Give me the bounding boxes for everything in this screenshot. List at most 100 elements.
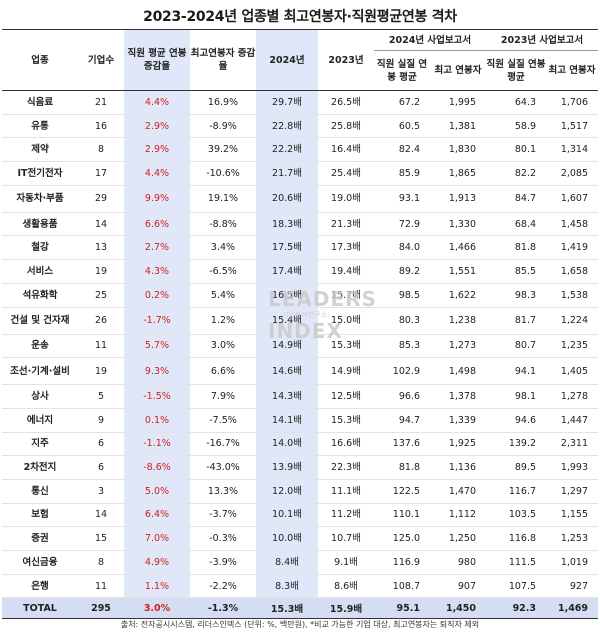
industry-cell: 여신금융: [2, 550, 78, 575]
emp-growth-cell: 6.6%: [124, 212, 190, 237]
companies-cell: 9: [78, 408, 124, 433]
emp-salary-2024-cell: 137.6: [374, 432, 430, 457]
top-salary-2023-cell: 1,538: [546, 283, 599, 308]
industry-cell: 조선·기계·설비: [2, 357, 78, 386]
top-salary-2023-cell: 1,155: [546, 503, 599, 528]
top-salary-2024-cell: 1,273: [430, 334, 487, 359]
total-ratio-2024: 15.3배: [256, 597, 318, 620]
emp-salary-2024-cell: 72.9: [374, 212, 430, 237]
ratio-2023-cell: 16.6배: [318, 432, 374, 457]
ratio-2023-cell: 17.3배: [318, 235, 374, 261]
table-body: 식음료 21 4.4% 16.9% 29.7배 26.5배 67.2 1,995 64.3 1,7…: [2, 90, 599, 599]
top-salary-2024-cell: 1,995: [430, 90, 487, 115]
companies-cell: 25: [78, 283, 124, 308]
ratio-2024-cell: 29.7배: [256, 90, 318, 115]
ratio-2023-cell: 15.0배: [318, 307, 374, 335]
top-salary-2024-cell: 1,136: [430, 455, 487, 480]
top-salary-2024-cell: 1,250: [430, 526, 487, 551]
top-salary-2024-cell: 1,925: [430, 432, 487, 457]
top-salary-2023-cell: 1,706: [546, 90, 599, 115]
ratio-2024-cell: 17.5배: [256, 235, 318, 261]
companies-cell: 17: [78, 161, 124, 186]
companies-cell: 11: [78, 334, 124, 359]
emp-growth-cell: 4.4%: [124, 90, 190, 115]
industry-cell: 생활용품: [2, 212, 78, 237]
source-note: 출처: 전자공시시스템, 리더스인덱스 (단위: %, 백만원), *비교 가능…: [120, 620, 480, 629]
top-growth-cell: -2.2%: [190, 574, 256, 599]
ratio-2024-cell: 22.8배: [256, 114, 318, 139]
ratio-2024-cell: 18.3배: [256, 212, 318, 237]
emp-salary-2024-cell: 93.1: [374, 185, 430, 213]
top-salary-2023-cell: 1,447: [546, 408, 599, 433]
leaders-index-watermark: LEADERS 기업분석연구소 INDEX: [268, 288, 378, 358]
industry-cell: 2차전지: [2, 455, 78, 480]
ratio-2024-cell: 21.7배: [256, 161, 318, 186]
industry-cell: 통신: [2, 479, 78, 504]
industry-cell: 증권: [2, 526, 78, 551]
industry-cell: IT전기전자: [2, 161, 78, 186]
table-row: 석유화학 25 0.2% 5.4% 16.5배 15.7배 98.5 1,622 98.3 1,5…: [2, 283, 599, 308]
top-salary-2023-cell: 1,419: [546, 235, 599, 261]
top-salary-2023-cell: 1,253: [546, 526, 599, 551]
emp-salary-2024-cell: 81.8: [374, 455, 430, 480]
emp-salary-2023-cell: 98.1: [486, 384, 547, 409]
top-growth-cell: -43.0%: [190, 455, 256, 480]
top-salary-2024-cell: 907: [430, 574, 487, 599]
companies-cell: 5: [78, 384, 124, 409]
companies-cell: 15: [78, 526, 124, 551]
companies-cell: 19: [78, 357, 124, 386]
emp-growth-cell: 9.9%: [124, 185, 190, 213]
emp-growth-cell: -8.6%: [124, 455, 190, 480]
header-top-growth: 최고연봉자 증감율: [190, 29, 256, 91]
ratio-2024-cell: 13.9배: [256, 455, 318, 480]
salary-gap-table: 업종 기업수 직원 평균 연봉 증감율 최고연봉자 증감율 2024년 2023…: [2, 29, 599, 620]
emp-salary-2024-cell: 67.2: [374, 90, 430, 115]
top-growth-cell: -3.9%: [190, 550, 256, 575]
header-emp-growth: 직원 평균 연봉 증감율: [124, 29, 190, 91]
ratio-2024-cell: 8.3배: [256, 574, 318, 599]
table-row: 은행 11 1.1% -2.2% 8.3배 8.6배 108.7 907 107.5 927: [2, 574, 599, 599]
emp-salary-2024-cell: 60.5: [374, 114, 430, 139]
industry-cell: 자동차·부품: [2, 185, 78, 213]
header-ratio-2024: 2024년: [256, 29, 318, 91]
ratio-2024-cell: 14.6배: [256, 357, 318, 386]
industry-cell: 에너지: [2, 408, 78, 433]
total-row: TOTAL 295 3.0% -1.3% 15.3배 15.9배 95.1 1,…: [2, 597, 599, 620]
ratio-2023-cell: 25.4배: [318, 161, 374, 186]
top-salary-2023-cell: 2,085: [546, 161, 599, 186]
ratio-2023-cell: 12.5배: [318, 384, 374, 409]
emp-growth-cell: 2.7%: [124, 235, 190, 261]
top-salary-2024-cell: 1,238: [430, 307, 487, 335]
top-salary-2023-cell: 1,235: [546, 334, 599, 359]
emp-growth-cell: 9.3%: [124, 357, 190, 386]
ratio-2024-cell: 12.0배: [256, 479, 318, 504]
ratio-2024-cell: 10.1배: [256, 503, 318, 528]
ratio-2024-cell: 14.0배: [256, 432, 318, 457]
ratio-2023-cell: 8.6배: [318, 574, 374, 599]
top-growth-cell: 7.9%: [190, 384, 256, 409]
top-salary-2024-cell: 1,913: [430, 185, 487, 213]
ratio-2023-cell: 25.8배: [318, 114, 374, 139]
ratio-2024-cell: 8.4배: [256, 550, 318, 575]
emp-salary-2023-cell: 116.8: [486, 526, 547, 551]
companies-cell: 8: [78, 137, 124, 163]
top-growth-cell: -8.9%: [190, 114, 256, 139]
emp-salary-2024-cell: 122.5: [374, 479, 430, 504]
emp-growth-cell: 4.9%: [124, 550, 190, 575]
header-top-salary-2023: 최고 연봉자: [546, 50, 599, 91]
industry-cell: 석유화학: [2, 283, 78, 308]
top-growth-cell: 16.9%: [190, 90, 256, 115]
companies-cell: 11: [78, 574, 124, 599]
ratio-2023-cell: 22.3배: [318, 455, 374, 480]
table-row: 서비스 19 4.3% -6.5% 17.4배 19.4배 89.2 1,551 85.5 1,6…: [2, 259, 599, 284]
companies-cell: 26: [78, 307, 124, 335]
top-growth-cell: 3.4%: [190, 235, 256, 261]
top-salary-2024-cell: 1,381: [430, 114, 487, 139]
emp-salary-2023-cell: 81.8: [486, 235, 547, 261]
ratio-2023-cell: 9.1배: [318, 550, 374, 575]
emp-growth-cell: 6.4%: [124, 503, 190, 528]
top-salary-2023-cell: 1,458: [546, 212, 599, 237]
top-growth-cell: 6.6%: [190, 357, 256, 386]
ratio-2024-cell: 17.4배: [256, 259, 318, 284]
companies-cell: 29: [78, 185, 124, 213]
